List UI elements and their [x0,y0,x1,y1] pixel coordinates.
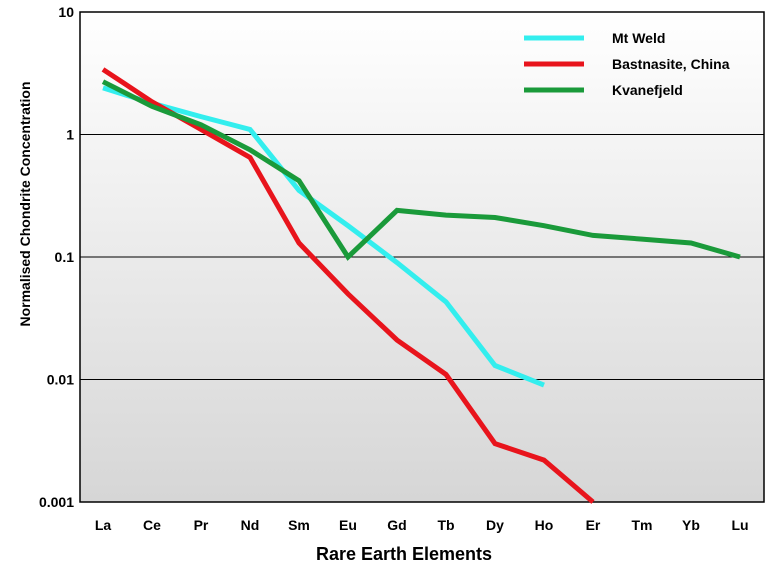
x-tick-label: Tb [437,517,454,533]
x-tick-label: Nd [241,517,260,533]
x-tick-label: Ce [143,517,161,533]
x-tick-label: Pr [194,517,209,533]
series-line-3 [101,79,741,261]
x-tick-label: Eu [339,517,357,533]
gridlines [80,134,764,380]
x-tick-label: Er [586,517,601,533]
x-axis-title: Rare Earth Elements [316,544,492,564]
x-tick-label: Sm [288,517,310,533]
legend-label: Bastnasite, China [612,56,730,72]
series-lines [101,67,741,504]
x-tick-label: La [95,517,112,533]
y-tick-label: 1 [66,127,74,143]
x-axis-ticks: La Ce Pr Nd Sm Eu Gd Tb Dy Ho Er Tm Yb Lu [95,517,749,533]
series-line-1 [102,85,545,388]
y-tick-label: 0.001 [39,494,74,510]
legend-label: Kvanefjeld [612,82,683,98]
x-tick-label: Lu [731,517,748,533]
x-tick-label: Tm [632,517,653,533]
y-tick-label: 0.01 [47,372,74,388]
y-tick-label: 10 [58,4,74,20]
x-tick-label: Dy [486,517,504,533]
y-axis-title: Normalised Chondrite Concentration [17,81,33,326]
legend: Mt Weld Bastnasite, China Kvanefjeld [524,30,730,98]
y-tick-label: 0.1 [55,249,75,265]
legend-label: Mt Weld [612,30,665,46]
x-tick-label: Yb [682,517,700,533]
y-axis-ticks: 10 1 0.1 0.01 0.001 [39,4,74,510]
x-tick-label: Gd [387,517,406,533]
x-tick-label: Ho [535,517,554,533]
